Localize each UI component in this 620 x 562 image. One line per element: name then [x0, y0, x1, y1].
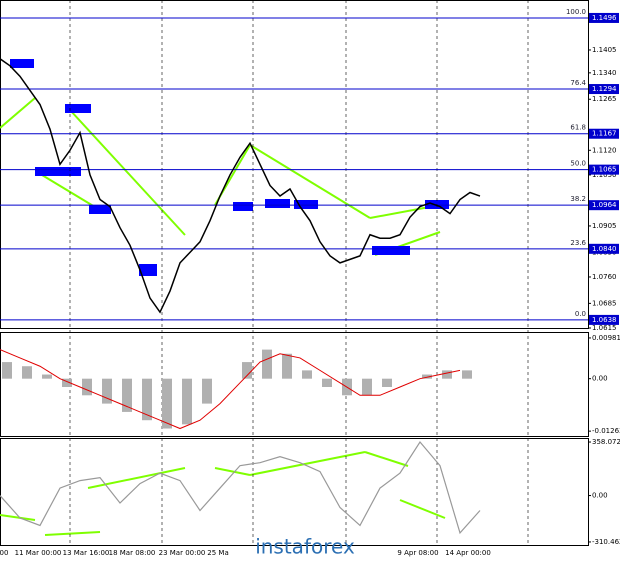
macd-bar — [442, 370, 452, 379]
macd-bar — [242, 362, 252, 379]
macd-bar — [42, 374, 52, 379]
fib-label-box — [589, 243, 619, 254]
macd-bar — [162, 378, 172, 429]
macd-bar — [422, 374, 432, 379]
fib-label-box — [589, 128, 619, 139]
fib-level: 50.0 — [570, 160, 586, 168]
y-tick-label: 1.1405 — [592, 46, 617, 54]
macd-bar — [202, 378, 212, 404]
macd-bar — [382, 378, 392, 387]
macd-bar — [282, 353, 292, 379]
fib-label: 1.0638 — [592, 316, 617, 324]
fib-level: 76.4 — [570, 79, 586, 87]
macd-bar — [262, 349, 272, 379]
fib-level: 0.0 — [575, 310, 586, 318]
x-tick-label: 25 Ma — [207, 549, 228, 557]
fib-label-box — [589, 314, 619, 325]
y-tick-label: 1.1265 — [592, 95, 617, 103]
x-tick-label: 18 Mar 08:00 — [109, 549, 156, 557]
y-tick-label: 0.00 — [592, 375, 608, 383]
fib-label: 1.0840 — [592, 245, 617, 253]
y-tick-label: 1.0685 — [592, 299, 617, 307]
fib-label-box — [589, 164, 619, 175]
macd-bar — [82, 378, 92, 396]
y-tick-label: 1.1050 — [592, 171, 617, 179]
macd-bar — [2, 362, 12, 379]
fib-label-box — [589, 12, 619, 23]
fib-level: 38.2 — [570, 195, 586, 203]
y-tick-label: -310.462 — [592, 538, 620, 546]
fib-label-box — [589, 200, 619, 211]
y-tick-label: 358.072 — [592, 438, 620, 446]
fib-label: 1.1167 — [592, 130, 617, 138]
macd-bar — [142, 378, 152, 421]
price-line — [0, 58, 481, 314]
x-tick-label: 9 Apr 08:00 — [397, 549, 438, 557]
macd-signal — [0, 349, 461, 430]
y-tick-label: 0.00981 — [592, 334, 620, 342]
macd-bar — [362, 378, 372, 396]
y-tick-label: 1.0905 — [592, 222, 617, 230]
x-tick-label: 14 Apr 00:00 — [445, 549, 491, 557]
panel-frames — [0, 0, 589, 546]
fib-level: 23.6 — [570, 239, 586, 247]
oscillator-line — [0, 441, 481, 535]
x-tick-label: 23 Mar 00:00 — [159, 549, 206, 557]
y-tick-label: 1.0760 — [592, 273, 617, 281]
fib-label: 1.0964 — [592, 201, 617, 209]
macd-bar — [102, 378, 112, 404]
x-tick-label: 13 Mar 16:00 — [63, 549, 110, 557]
macd-bar — [122, 378, 132, 412]
y-tick-label: 1.0615 — [592, 324, 617, 332]
macd-bar — [462, 370, 472, 379]
fib-label: 1.1294 — [592, 85, 617, 93]
macd-bar — [322, 378, 332, 387]
fib-label-box — [589, 84, 619, 95]
y-tick-label: 1.1120 — [592, 146, 617, 154]
x-tick-label: 11 Mar 00:00 — [15, 549, 62, 557]
signal-boxes — [10, 59, 449, 276]
fib-level: 61.8 — [570, 124, 586, 132]
macd-bar — [302, 370, 312, 379]
fib-label: 1.1496 — [592, 14, 617, 22]
y-tick-label: 0.00 — [592, 492, 608, 500]
watermark: instaforex — [255, 535, 355, 559]
y-tick-label: 1.1340 — [592, 69, 617, 77]
fib-level: 100.0 — [566, 8, 586, 16]
fib-label: 1.1065 — [592, 166, 617, 174]
macd-bar — [62, 378, 72, 387]
x-tick-label: 00 — [0, 549, 8, 557]
macd-bar — [22, 366, 32, 379]
macd-bar — [182, 378, 192, 425]
